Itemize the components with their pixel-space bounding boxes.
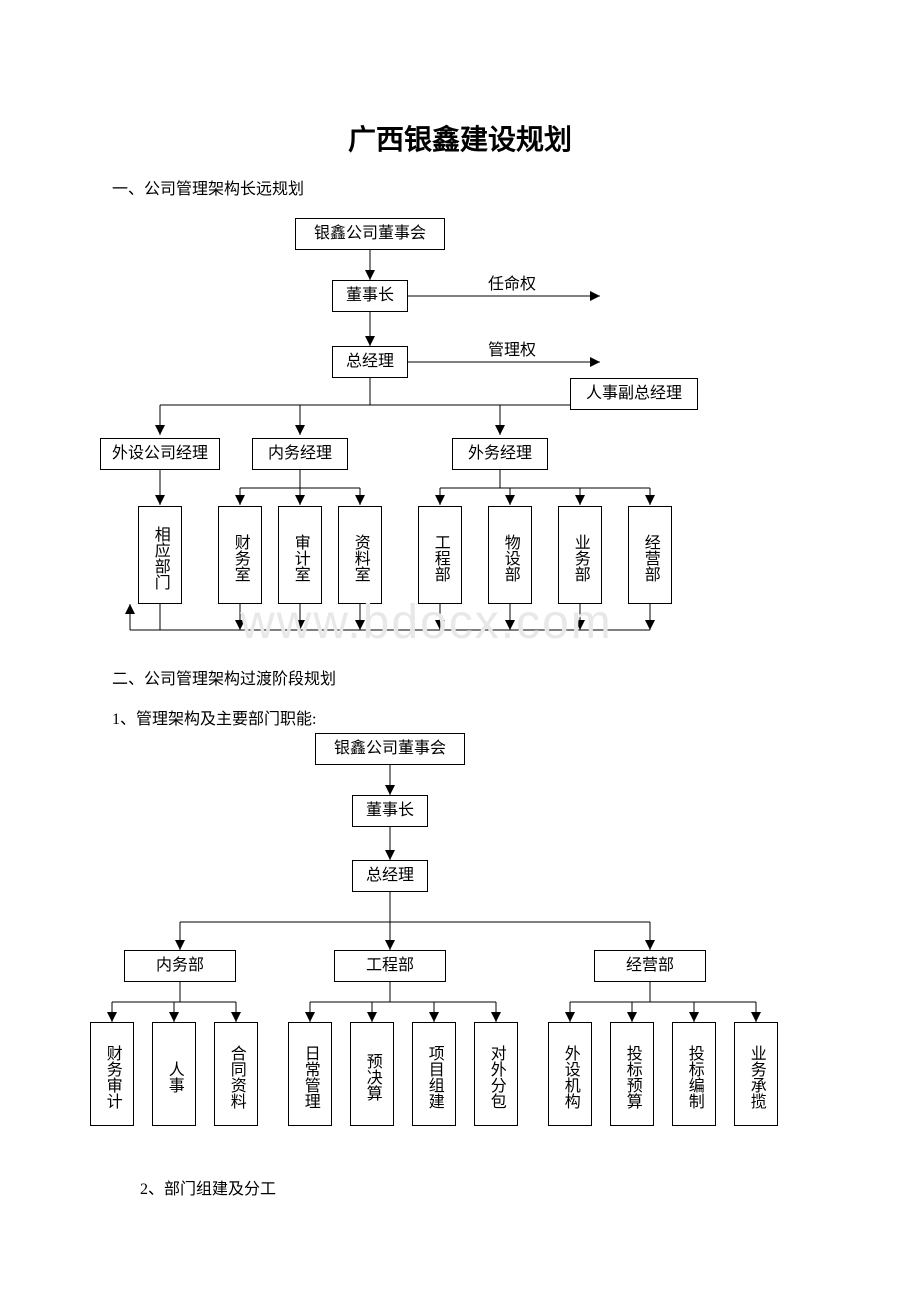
c2-int-dept: 内务部 bbox=[124, 950, 236, 982]
c1-aff-mgr: 外务经理 bbox=[452, 438, 548, 470]
c1-manage-label: 管理权 bbox=[488, 336, 536, 360]
section-2-1-heading: 1、管理架构及主要部门职能: bbox=[112, 705, 316, 729]
c1-dept-audit: 审计室 bbox=[278, 506, 322, 604]
c1-dept-mat: 物设部 bbox=[488, 506, 532, 604]
c2-l9: 投标预算 bbox=[610, 1022, 654, 1126]
c2-l4: 日常管理 bbox=[288, 1022, 332, 1126]
c2-op-dept: 经营部 bbox=[594, 950, 706, 982]
c1-dept-biz: 业务部 bbox=[558, 506, 602, 604]
c2-l10: 投标编制 bbox=[672, 1022, 716, 1126]
c1-gm: 总经理 bbox=[332, 346, 408, 378]
section-2-2-heading: 2、部门组建及分工 bbox=[140, 1175, 276, 1199]
c1-int-mgr: 内务经理 bbox=[252, 438, 348, 470]
c2-l2: 人事 bbox=[152, 1022, 196, 1126]
c1-ext-mgr: 外设公司经理 bbox=[100, 438, 220, 470]
c2-gm: 总经理 bbox=[352, 860, 428, 892]
section-2-heading: 二、公司管理架构过渡阶段规划 bbox=[112, 665, 336, 689]
c1-dept-fin: 财务室 bbox=[218, 506, 262, 604]
c2-board: 银鑫公司董事会 bbox=[315, 733, 465, 765]
section-1-heading: 一、公司管理架构长远规划 bbox=[112, 175, 304, 199]
c1-board: 银鑫公司董事会 bbox=[295, 218, 445, 250]
page-title: 广西银鑫建设规划 bbox=[0, 118, 920, 158]
c1-dept-ext: 相应部门 bbox=[138, 506, 182, 604]
c2-l8: 外设机构 bbox=[548, 1022, 592, 1126]
watermark: www.bdocx.com bbox=[240, 595, 613, 650]
c2-l5: 预决算 bbox=[350, 1022, 394, 1126]
c1-dept-eng: 工程部 bbox=[418, 506, 462, 604]
c1-chairman: 董事长 bbox=[332, 280, 408, 312]
c1-appoint-label: 任命权 bbox=[488, 270, 536, 294]
c1-dept-doc: 资料室 bbox=[338, 506, 382, 604]
c2-l11: 业务承揽 bbox=[734, 1022, 778, 1126]
c1-dept-op: 经营部 bbox=[628, 506, 672, 604]
c2-chairman: 董事长 bbox=[352, 795, 428, 827]
c2-eng-dept: 工程部 bbox=[334, 950, 446, 982]
c2-l7: 对外分包 bbox=[474, 1022, 518, 1126]
c2-l3: 合同资料 bbox=[214, 1022, 258, 1126]
document-page: 广西银鑫建设规划 一、公司管理架构长远规划 bbox=[0, 0, 920, 1302]
c2-l6: 项目组建 bbox=[412, 1022, 456, 1126]
c1-hrdgm: 人事副总经理 bbox=[570, 378, 698, 410]
c2-l1: 财务审计 bbox=[90, 1022, 134, 1126]
